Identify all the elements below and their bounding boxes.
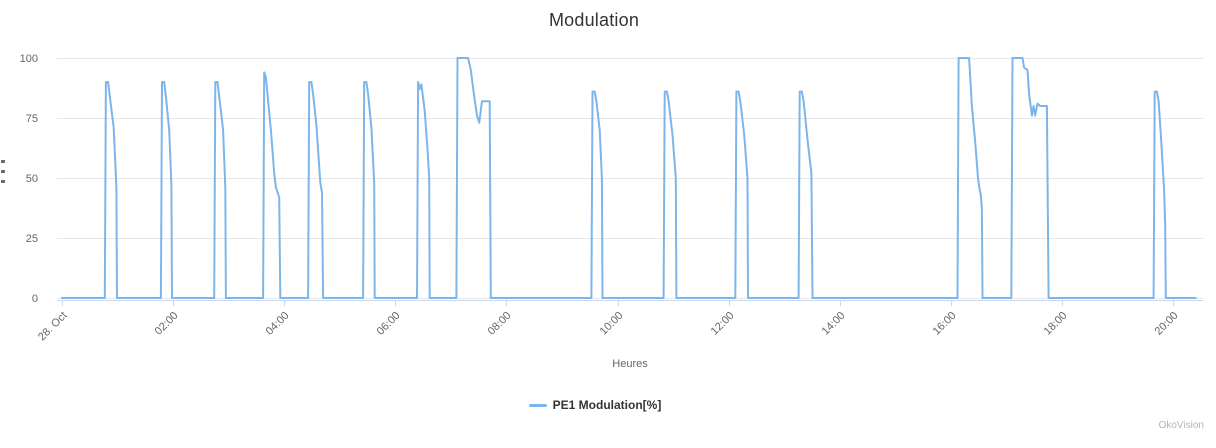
- x-tick-label: 10:00: [598, 310, 626, 338]
- x-tick-label: 16:00: [931, 310, 959, 338]
- clip-mark: [1, 180, 5, 183]
- chart-title: Modulation: [548, 10, 640, 30]
- x-tick-label: 04:00: [264, 310, 292, 338]
- x-tick-label: 28. Oct: [36, 310, 70, 344]
- plot-svg[interactable]: 0 25 50 75 100 28. Oct 02:00 04:00 06:00 08:00 10:…: [0, 0, 1216, 360]
- x-tick-label: 14:00: [820, 310, 848, 338]
- x-tick-label: 06:00: [375, 310, 403, 338]
- y-axis-title-clipped: [1, 160, 5, 183]
- y-tick-label: 25: [26, 233, 38, 245]
- x-tick-label: 20:00: [1153, 310, 1181, 338]
- clip-mark: [1, 160, 5, 163]
- x-axis-title: Heures: [612, 358, 648, 370]
- legend-label: PE1 Modulation[%]: [552, 398, 662, 412]
- y-tick-label: 100: [20, 53, 38, 65]
- series-line-pe1-modulation[interactable]: [61, 57, 1197, 299]
- legend: PE1 Modulation[%]: [0, 398, 1190, 412]
- x-tick-label: 12:00: [709, 310, 737, 338]
- clip-mark: [1, 170, 5, 173]
- y-tick-label: 50: [26, 173, 38, 185]
- y-tick-label: 75: [26, 113, 38, 125]
- x-tick-label: 02:00: [153, 310, 181, 338]
- x-tick-label: 18:00: [1042, 310, 1070, 338]
- legend-line-marker: [528, 403, 547, 407]
- x-tick-label: 08:00: [486, 310, 514, 338]
- legend-item-pe1-modulation[interactable]: PE1 Modulation[%]: [528, 398, 662, 412]
- plot-area[interactable]: 0 25 50 75 100 28. Oct 02:00 04:00 06:00 08:00 10:…: [0, 0, 1216, 360]
- y-tick-label: 0: [32, 293, 38, 305]
- credits-link[interactable]: OkoVision: [1158, 420, 1204, 431]
